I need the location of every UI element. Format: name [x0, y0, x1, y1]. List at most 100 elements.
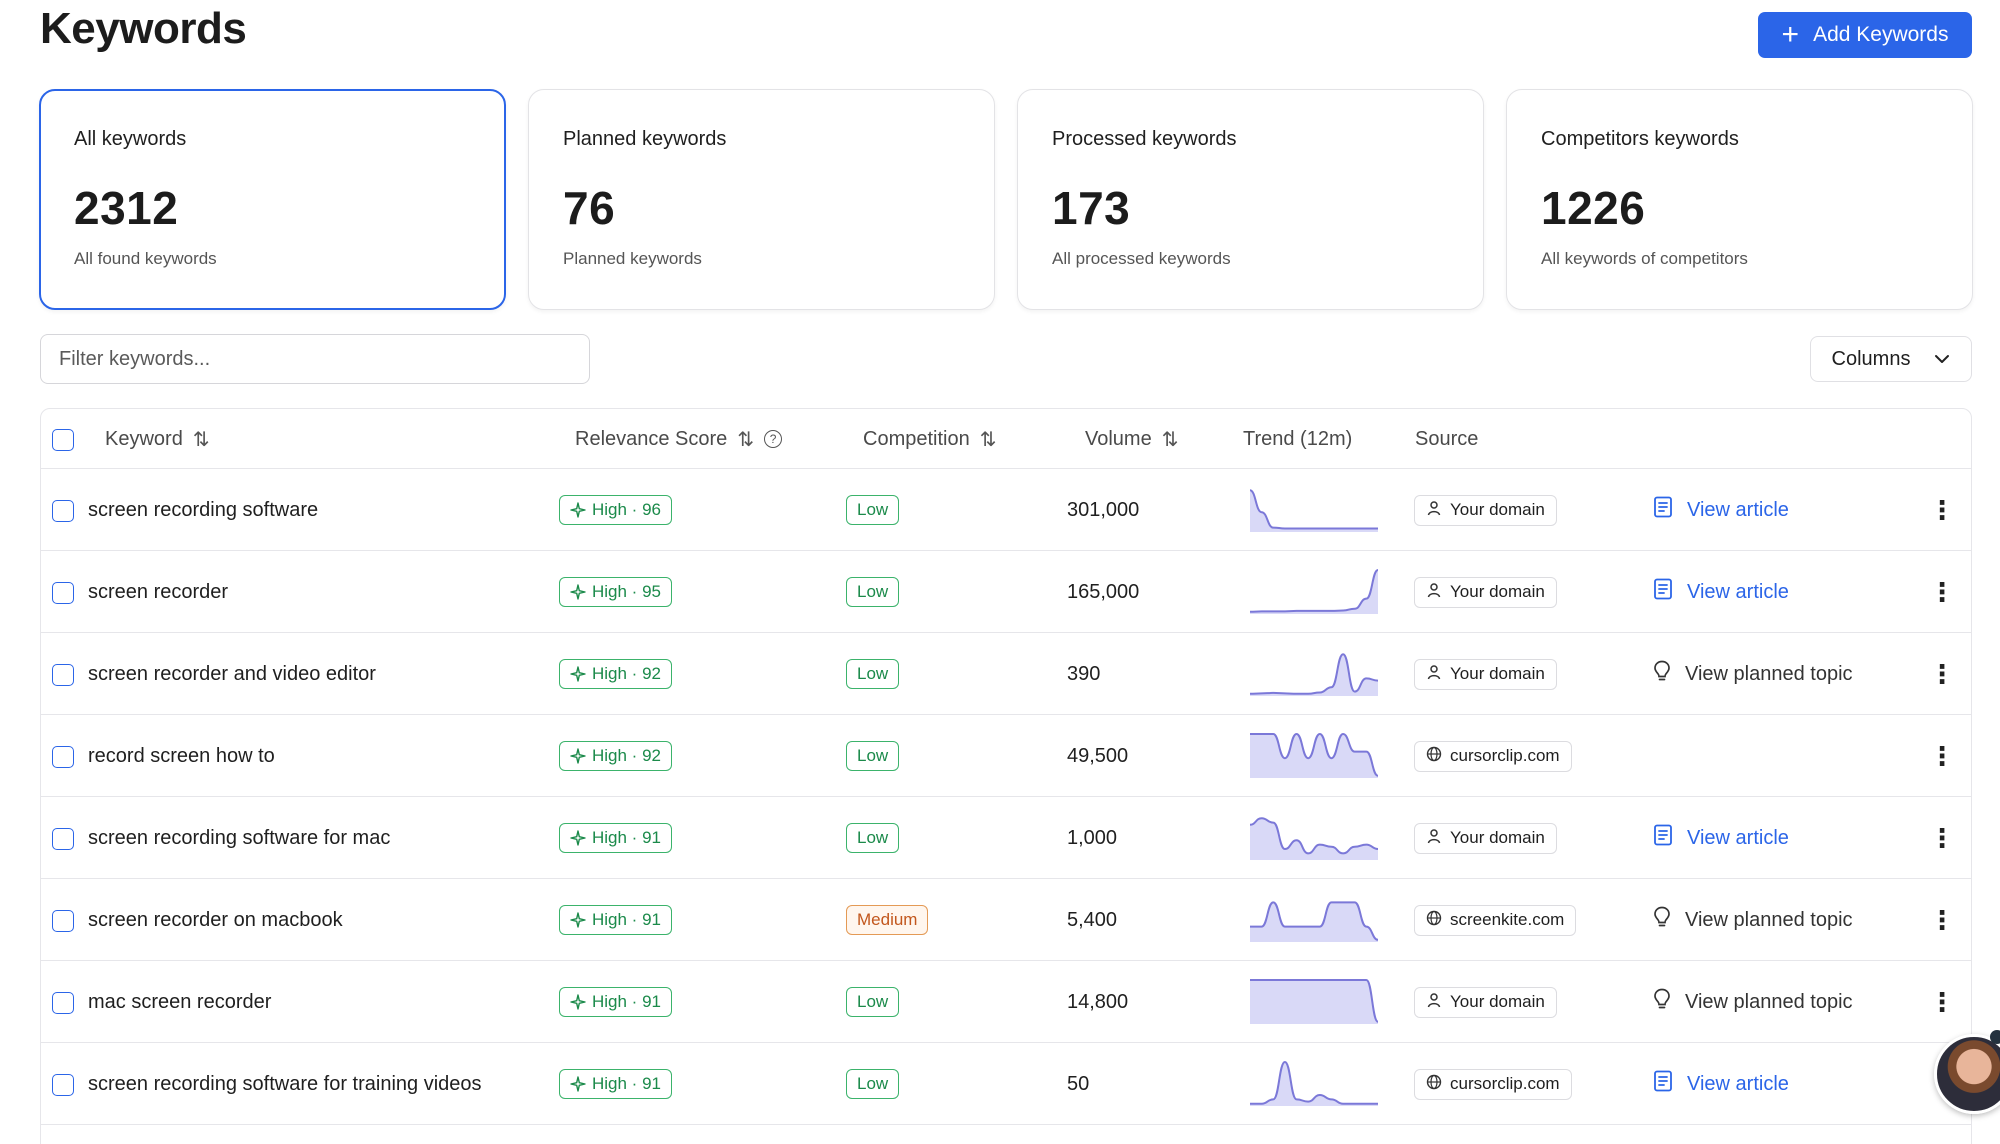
source-label: Your domain	[1450, 582, 1545, 601]
user-icon	[1426, 582, 1442, 603]
card-competitors-keywords[interactable]: Competitors keywords 1226 All keywords o…	[1506, 89, 1973, 310]
row-checkbox[interactable]	[52, 1074, 74, 1096]
document-icon	[1653, 824, 1673, 852]
row-checkbox[interactable]	[52, 992, 74, 1014]
header-keyword[interactable]: Keyword ⇅	[105, 409, 210, 469]
columns-label: Columns	[1831, 347, 1911, 370]
page-title: Keywords	[40, 4, 247, 53]
relevance-badge: High · 92	[559, 659, 672, 689]
table-row[interactable]: screen recording software High · 96 Low 301…	[41, 469, 1971, 551]
more-options-icon[interactable]: ⋮	[1929, 986, 1955, 1017]
card-value: 173	[1052, 182, 1131, 234]
source-badge: Your domain	[1414, 658, 1557, 690]
more-options-icon[interactable]: ⋮	[1929, 494, 1955, 525]
header-relevance-score[interactable]: Relevance Score ⇅ ?	[575, 409, 783, 469]
more-options-icon[interactable]: ⋮	[1929, 576, 1955, 607]
row-action-link[interactable]: View planned topic	[1653, 906, 1853, 934]
table-row[interactable]: screen recorder on macbook High · 91 Mediu…	[41, 879, 1971, 961]
header-keyword-label: Keyword	[105, 427, 183, 450]
table-row[interactable]: screen recorder High · 95 Low 165,000 Your d…	[41, 551, 1971, 633]
trend-sparkline	[1250, 901, 1379, 942]
trend-sparkline	[1250, 732, 1379, 778]
table-row[interactable]: record screen how to High · 92 Low 49,500 cu…	[41, 715, 1971, 797]
volume-value: 5,400	[1067, 908, 1118, 931]
globe-icon	[1426, 1074, 1442, 1095]
avatar[interactable]	[1934, 1034, 2000, 1114]
relevance-badge: High · 91	[559, 823, 672, 853]
card-all-keywords[interactable]: All keywords 2312 All found keywords	[39, 89, 506, 310]
table-row[interactable]: screen recording software for training v…	[41, 1043, 1971, 1125]
user-icon	[1426, 500, 1442, 521]
card-title: Competitors keywords	[1541, 128, 1739, 150]
globe-icon	[1426, 910, 1442, 931]
help-icon[interactable]: ?	[764, 430, 783, 448]
table-row[interactable]: screen recorder and video editor High · 9…	[41, 633, 1971, 715]
card-value: 2312	[74, 182, 179, 234]
row-checkbox[interactable]	[52, 500, 74, 522]
columns-dropdown-button[interactable]: Columns	[1810, 336, 1972, 382]
header-volume[interactable]: Volume ⇅	[1085, 409, 1178, 469]
source-badge: screenkite.com	[1414, 904, 1577, 936]
row-action-link[interactable]: View planned topic	[1653, 988, 1853, 1016]
relevance-value: High · 91	[592, 1074, 661, 1093]
chevron-down-icon	[1935, 355, 1950, 363]
more-options-icon[interactable]: ⋮	[1929, 904, 1955, 935]
row-action-link[interactable]: View planned topic	[1653, 660, 1853, 688]
sparkle-icon	[570, 666, 586, 682]
row-checkbox[interactable]	[52, 664, 74, 686]
relevance-badge: High · 92	[559, 741, 672, 771]
trend-area	[1250, 902, 1378, 942]
relevance-value: High · 96	[592, 500, 661, 519]
source-badge: cursorclip.com	[1414, 740, 1572, 772]
card-subtitle: All found keywords	[74, 249, 217, 268]
card-subtitle: All keywords of competitors	[1541, 249, 1748, 268]
card-title: Planned keywords	[563, 128, 727, 150]
trend-sparkline	[1249, 653, 1379, 696]
row-checkbox[interactable]	[52, 582, 74, 604]
card-planned-keywords[interactable]: Planned keywords 76 Planned keywords	[528, 89, 995, 310]
source-label: cursorclip.com	[1450, 746, 1560, 765]
header-competition[interactable]: Competition ⇅	[863, 409, 996, 469]
table-row[interactable]: screen recording software for mac High · …	[41, 797, 1971, 879]
header-volume-label: Volume	[1085, 427, 1152, 450]
document-icon	[1653, 1070, 1673, 1098]
more-options-icon[interactable]: ⋮	[1929, 658, 1955, 689]
filter-keywords-input[interactable]	[40, 334, 590, 384]
volume-value: 14,800	[1067, 990, 1129, 1013]
competition-badge: Low	[846, 1069, 900, 1099]
select-all-checkbox[interactable]	[52, 429, 74, 451]
source-label: screenkite.com	[1450, 910, 1565, 929]
row-checkbox[interactable]	[52, 746, 74, 768]
row-action-link[interactable]: View article	[1653, 578, 1789, 606]
sort-icon[interactable]: ⇅	[737, 428, 755, 451]
sort-icon[interactable]: ⇅	[979, 428, 997, 451]
competition-badge: Low	[846, 987, 900, 1017]
volume-value: 390	[1067, 662, 1101, 685]
row-action-link[interactable]: View article	[1653, 1070, 1789, 1098]
row-action-label: View article	[1687, 826, 1789, 849]
row-action-label: View planned topic	[1685, 990, 1853, 1013]
sparkle-icon	[570, 912, 586, 928]
trend-line	[1250, 979, 1379, 1023]
card-processed-keywords[interactable]: Processed keywords 173 All processed key…	[1017, 89, 1484, 310]
user-icon	[1426, 828, 1442, 849]
row-checkbox[interactable]	[52, 828, 74, 850]
row-checkbox[interactable]	[52, 910, 74, 932]
card-subtitle: Planned keywords	[563, 249, 702, 268]
card-subtitle: All processed keywords	[1052, 249, 1231, 268]
row-action-link[interactable]: View article	[1653, 496, 1789, 524]
sort-icon[interactable]: ⇅	[192, 428, 210, 451]
keywords-table: Keyword ⇅ Relevance Score ⇅ ? Competitio…	[40, 408, 1972, 1144]
volume-value: 1,000	[1067, 826, 1118, 849]
row-action-link[interactable]: View article	[1653, 824, 1789, 852]
table-row[interactable]: mac screen recorder High · 91 Low 14,800 You…	[41, 961, 1971, 1043]
more-options-icon[interactable]: ⋮	[1929, 740, 1955, 771]
more-options-icon[interactable]: ⋮	[1929, 822, 1955, 853]
relevance-badge: High · 91	[559, 905, 672, 935]
sort-icon[interactable]: ⇅	[1161, 428, 1179, 451]
trend-area	[1250, 1062, 1378, 1106]
add-keywords-button[interactable]: + Add Keywords	[1758, 12, 1972, 58]
header-source-label: Source	[1415, 427, 1479, 450]
relevance-badge: High · 96	[559, 495, 672, 525]
trend-line	[1250, 732, 1379, 777]
